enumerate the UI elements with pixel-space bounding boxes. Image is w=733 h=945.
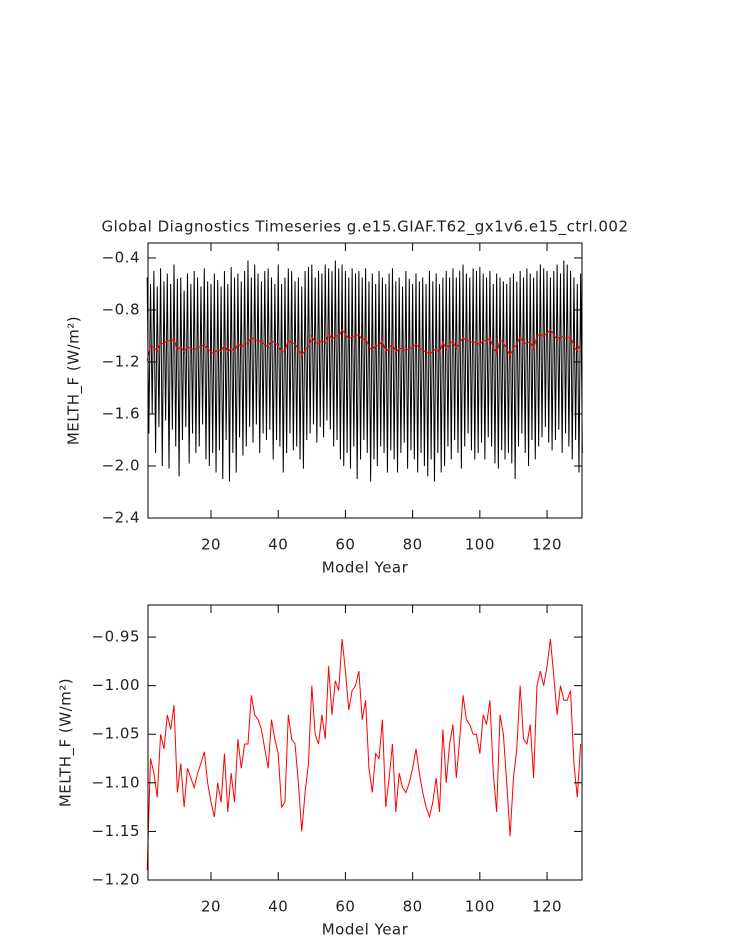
x-axis-label: Model Year [322,559,409,577]
x-tick-label: 60 [335,536,355,554]
chart-title: Global Diagnostics Timeseries g.e15.GIAF… [101,218,628,237]
y-tick-label: −1.6 [102,404,140,422]
x-tick-label: 100 [465,536,495,554]
x-tick-label: 20 [201,536,221,554]
y-tick-label: −0.95 [92,628,140,646]
y-tick-label: −2.0 [102,456,140,474]
data-line [146,328,582,361]
plot-frame [147,242,583,519]
y-tick-label: −1.15 [92,822,140,840]
y-tick-label: −1.20 [92,871,140,889]
x-tick-label: 20 [201,898,221,916]
x-tick-label: 80 [403,898,423,916]
x-tick-label: 100 [465,898,495,916]
x-tick-label: 80 [403,536,423,554]
data-line [146,260,583,482]
y-tick-label: −2.4 [102,509,140,527]
x-tick-label: 60 [335,898,355,916]
y-axis-label: MELTH_F (W/m²) [57,678,76,807]
y-tick-label: −1.2 [102,352,140,370]
y-tick-label: −0.8 [102,300,140,318]
x-tick-label: 120 [532,898,562,916]
x-tick-label: 120 [532,536,562,554]
x-tick-label: 40 [268,898,288,916]
x-tick-label: 40 [268,536,288,554]
data-line [146,638,582,871]
y-tick-label: −1.05 [92,725,140,743]
y-tick-label: −1.00 [92,676,140,694]
y-tick-label: −1.10 [92,773,140,791]
y-tick-label: −0.4 [102,248,140,266]
y-axis-label: MELTH_F (W/m²) [65,316,84,445]
x-axis-label: Model Year [322,921,409,939]
plot-frame [147,604,583,881]
